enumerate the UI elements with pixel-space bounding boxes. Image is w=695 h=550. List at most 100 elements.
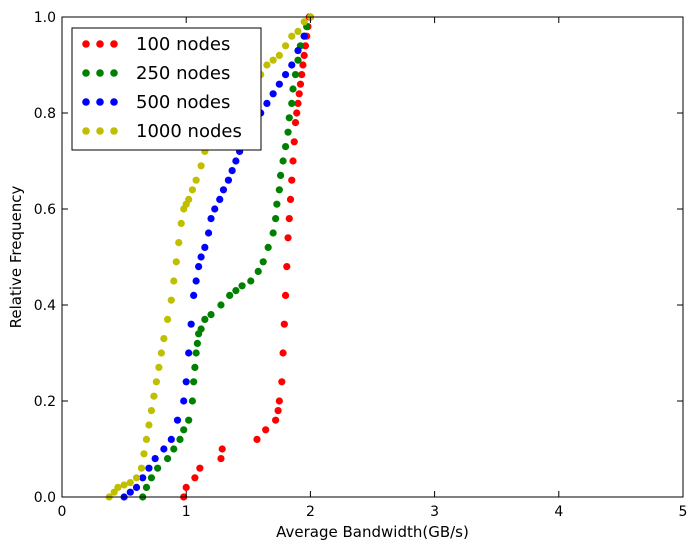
data-point	[120, 481, 128, 489]
data-point	[281, 143, 290, 151]
data-point	[279, 349, 287, 357]
legend-marker	[110, 69, 118, 77]
data-point	[160, 335, 168, 343]
data-point	[275, 51, 283, 60]
x-tick-label: 3	[430, 504, 439, 520]
data-point	[180, 426, 188, 434]
data-point	[275, 186, 283, 194]
y-tick-label: 1.0	[34, 10, 56, 26]
data-point	[264, 243, 272, 251]
data-point	[173, 416, 182, 424]
data-point	[197, 162, 205, 170]
data-point	[254, 267, 262, 275]
y-tick-label: 0.2	[34, 394, 56, 410]
data-point	[142, 483, 151, 491]
data-point	[204, 229, 213, 237]
data-point	[167, 296, 175, 304]
legend-item: 500 nodes	[82, 92, 230, 113]
data-point	[296, 80, 305, 88]
y-axis-label: Relative Frequency	[7, 186, 25, 329]
data-point	[139, 474, 147, 482]
data-point	[288, 32, 296, 40]
y-tick-label: 0.0	[34, 490, 56, 506]
x-tick-label: 2	[306, 504, 315, 520]
data-point	[218, 445, 226, 453]
data-point	[211, 205, 219, 213]
data-point	[167, 435, 175, 443]
data-point	[276, 171, 285, 179]
data-point	[294, 47, 302, 55]
data-point	[191, 363, 199, 371]
data-point	[284, 128, 292, 136]
data-point	[217, 455, 225, 463]
data-point	[226, 291, 234, 299]
data-point	[142, 435, 151, 443]
y-tick-label: 0.8	[34, 106, 56, 122]
data-point	[294, 27, 302, 35]
data-point	[288, 176, 296, 184]
data-point	[281, 291, 290, 299]
data-point	[275, 80, 283, 88]
data-point	[219, 186, 228, 194]
data-point	[180, 397, 188, 405]
x-tick-label: 5	[679, 504, 688, 520]
x-tick-label: 4	[554, 504, 563, 520]
data-point	[283, 263, 291, 271]
data-point	[187, 320, 195, 328]
legend: 100 nodes 250 nodes 500 nodes 1000 nodes	[71, 27, 262, 151]
data-point	[207, 311, 215, 319]
data-point	[185, 349, 193, 357]
legend-item: 1000 nodes	[82, 121, 242, 142]
data-point	[272, 215, 280, 223]
data-point	[192, 277, 200, 285]
data-point	[145, 464, 153, 472]
legend-marker	[110, 40, 118, 48]
data-point	[300, 18, 308, 26]
data-point	[126, 488, 134, 496]
data-point	[262, 426, 270, 434]
data-point	[295, 90, 303, 98]
data-point	[294, 56, 302, 64]
x-tick-label: 1	[182, 504, 191, 520]
data-point	[275, 397, 283, 405]
data-point	[281, 71, 290, 79]
data-point	[263, 61, 271, 69]
data-point	[269, 56, 277, 64]
y-tick-label: 0.4	[34, 298, 56, 314]
data-point	[170, 277, 178, 285]
data-point	[247, 277, 255, 285]
data-point	[300, 32, 308, 40]
data-point	[294, 99, 302, 107]
legend-label: 1000 nodes	[136, 121, 242, 142]
x-axis-label: Average Bandwidth(GB/s)	[276, 523, 469, 541]
legend-label: 100 nodes	[136, 34, 230, 55]
data-point	[176, 435, 184, 443]
data-point	[182, 378, 190, 386]
data-point	[157, 349, 165, 357]
legend-label: 250 nodes	[136, 63, 230, 84]
legend-item: 250 nodes	[82, 63, 230, 84]
data-point	[216, 195, 224, 203]
data-point	[300, 51, 308, 60]
legend-marker	[82, 69, 90, 77]
data-point	[192, 349, 200, 357]
data-point	[145, 421, 153, 429]
data-point	[160, 445, 168, 453]
data-point	[272, 416, 280, 424]
data-point	[281, 42, 290, 50]
legend-marker	[82, 98, 90, 106]
plot-frame	[61, 16, 684, 498]
data-point	[238, 282, 246, 290]
legend-marker	[82, 127, 90, 135]
data-point	[263, 99, 271, 107]
data-point	[291, 71, 300, 79]
data-point	[197, 325, 205, 333]
data-point	[132, 474, 141, 482]
data-point	[154, 464, 162, 472]
axis-ticks: 0 1 2 3 4 5 0.0 0.2 0.4 0.6 0.8 1.0	[34, 10, 688, 520]
legend-marker	[110, 127, 118, 135]
data-point	[185, 416, 193, 424]
data-point	[163, 315, 172, 323]
series-0	[180, 13, 313, 501]
